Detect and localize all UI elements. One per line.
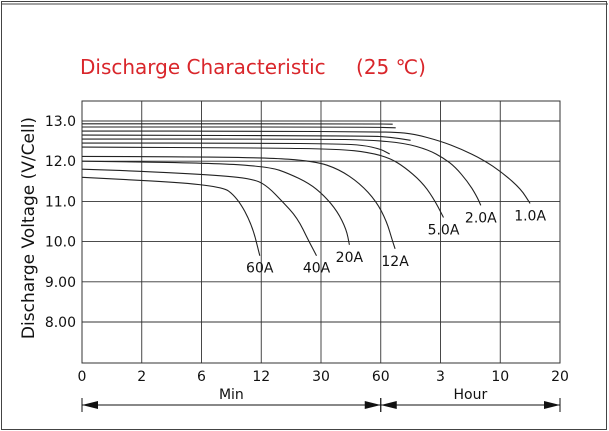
x-tick-label: 3 [436, 369, 445, 385]
curve-label: 60A [246, 261, 274, 277]
discharge-curves [81, 123, 531, 256]
x-tick-label: 12 [252, 369, 270, 385]
discharge-curve [82, 130, 531, 204]
arrow-head-left [82, 401, 98, 409]
discharge-curve [81, 155, 396, 249]
y-tick-label: 12.0 [45, 154, 76, 170]
y-tick-labels: 13.0 12.0 11.0 10.0 9.00 8.00 [45, 114, 76, 331]
arrow-head-left [380, 401, 397, 409]
discharge-curve [81, 168, 317, 256]
y-tick-label: 9.00 [45, 275, 76, 291]
x-tick-label: 2 [137, 369, 146, 385]
time-unit-arrows: Min Hour [81, 387, 561, 412]
discharge-curve [81, 142, 390, 155]
discharge-curve [81, 160, 350, 245]
curve-label: 12A [381, 254, 409, 270]
y-tick-label: 10.0 [45, 235, 76, 251]
y-tick-label: 8.00 [45, 315, 76, 331]
x-tick-label: 10 [491, 369, 509, 385]
arrow-head-right [364, 401, 381, 409]
chart-title-condition: (25 ℃) [356, 55, 426, 79]
discharge-curve [81, 134, 411, 141]
chart-title: Discharge Characteristic (25 ℃) [80, 55, 426, 79]
x-tick-label: 0 [78, 369, 87, 385]
grid [81, 100, 561, 364]
y-axis-label: Discharge Voltage (V/Cell) [19, 117, 39, 339]
curve-label: 1.0A [514, 208, 546, 224]
discharge-curve [81, 146, 444, 218]
curve-label: 20A [336, 250, 364, 266]
x-tick-label: 30 [312, 369, 330, 385]
y-tick-label: 11.0 [45, 194, 76, 210]
arrow-head-right [544, 401, 560, 409]
x-tick-label: 20 [551, 369, 569, 385]
discharge-curve [82, 126, 396, 129]
x-tick-label: 60 [372, 369, 390, 385]
discharge-curve [81, 176, 261, 256]
curve-label: 5.0A [428, 222, 460, 238]
x-tick-labels: 0 2 6 12 30 60 3 10 20 [78, 369, 569, 385]
unit-label: Hour [454, 387, 488, 403]
y-tick-label: 13.0 [45, 114, 76, 130]
curve-label: 2.0A [465, 210, 497, 226]
x-tick-label: 6 [197, 369, 206, 385]
unit-label: Min [219, 387, 244, 403]
discharge-curve [82, 138, 482, 206]
curve-label: 40A [303, 261, 331, 277]
curve-labels: 60A 40A 20A 12A 5.0A 2.0A 1.0A [246, 208, 546, 276]
chart-title-main: Discharge Characteristic [80, 55, 326, 79]
